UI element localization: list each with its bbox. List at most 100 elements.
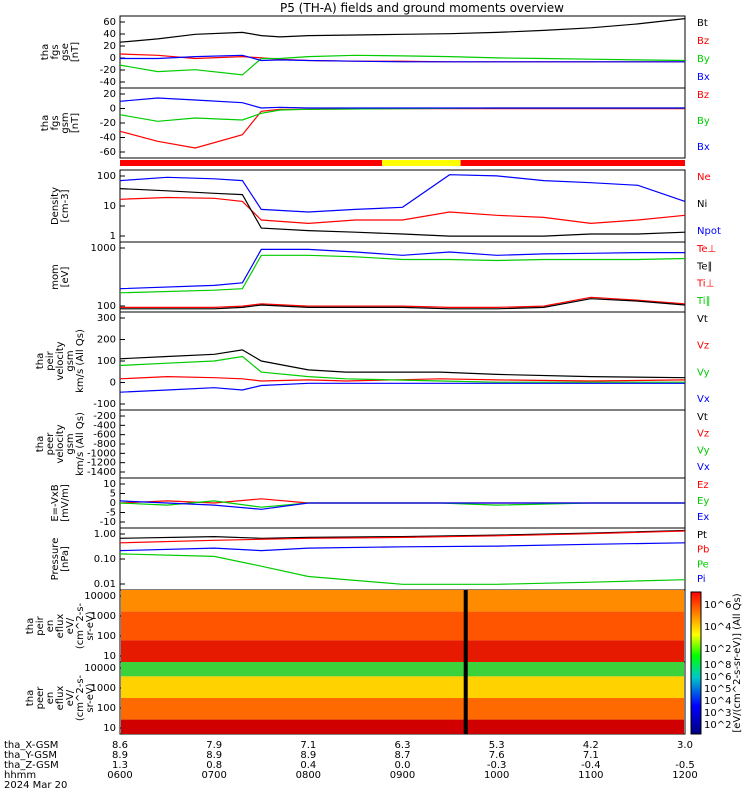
- series-line-Bx: [119, 97, 685, 109]
- y-tick-label: 1000: [91, 683, 116, 694]
- y-axis-label-line: velocity: [55, 424, 66, 463]
- y-tick-label: -800: [93, 439, 116, 450]
- y-tick-label: -400: [93, 420, 116, 431]
- y-axis-label-line: [cm-3]: [60, 189, 71, 222]
- spectrogram-band: [121, 719, 684, 734]
- series-line-Ti∥: [119, 254, 686, 294]
- y-axis-label-line: km/s (All Qs): [75, 329, 86, 393]
- y-tick-label: -1200: [87, 458, 116, 469]
- colorbar-tick-label: 10^2: [704, 720, 731, 731]
- ephemeris-row-label: hhmm: [4, 770, 36, 781]
- y-axis-label-line: tha: [35, 436, 46, 452]
- legend-entry: Ez: [697, 480, 709, 491]
- y-tick-label: 0: [110, 53, 116, 64]
- y-axis-label: tha peir en eflux eV/(cm^2-s-sr-eV): [25, 602, 96, 649]
- series-line-Ey: [119, 500, 685, 508]
- y-axis-label-line: eV/: [65, 689, 76, 706]
- spectrogram-band: [121, 662, 684, 677]
- y-axis-label-line: velocity: [55, 341, 66, 380]
- y-tick-label: 100: [97, 703, 116, 714]
- panel-frame: [119, 241, 686, 313]
- y-axis-label-line: tha: [25, 618, 36, 634]
- y-axis-label-line: tha: [40, 44, 51, 60]
- y-tick-label: 10: [103, 479, 116, 490]
- y-axis-label: mom [eV]: [50, 264, 71, 290]
- y-tick-label: 10: [103, 723, 116, 734]
- legend-entry: Bt: [697, 18, 708, 29]
- ephemeris-value: 4.2: [583, 740, 599, 751]
- series-line-Vz: [119, 375, 686, 382]
- legend-entry: Vz: [697, 341, 709, 352]
- y-tick-label: 0: [110, 498, 116, 509]
- ephemeris-value: 0.8: [206, 760, 222, 771]
- legend-entry: Te∥: [696, 261, 713, 272]
- y-axis-label: tha peir velocity gsm km/s (All Qs): [35, 329, 86, 393]
- ephemeris-value: 0800: [296, 770, 321, 781]
- colorbar-tick-label: 10^6: [704, 672, 731, 683]
- legend-entry: Bz: [697, 90, 709, 101]
- mode-bar-segment: [120, 160, 383, 166]
- colorbar-tick-label: 10^5: [704, 684, 731, 695]
- y-axis-label-line: peer: [35, 686, 46, 710]
- legend-entry: Vx: [697, 462, 710, 473]
- y-axis-label-line: tha: [40, 115, 51, 131]
- series-line-Bx: [120, 54, 685, 63]
- series-line-Npot: [119, 174, 686, 213]
- y-tick-label: 100: [97, 171, 116, 182]
- y-tick-label: 60: [103, 17, 116, 28]
- spectrogram-band: [121, 676, 684, 698]
- legend-entry: Ex: [697, 512, 709, 523]
- y-axis-label-line: eflux: [55, 614, 66, 639]
- y-axis-label-line: en: [45, 692, 56, 705]
- ephemeris-value: 1200: [672, 770, 697, 781]
- y-tick-label: -40: [100, 77, 116, 88]
- ephemeris-value: 8.6: [112, 740, 128, 751]
- colorbar-tick-label: 10^2: [704, 644, 731, 655]
- mode-bar-segment: [382, 160, 461, 166]
- y-axis-label-line: sr-eV): [85, 683, 96, 712]
- y-axis-label-line: mom: [50, 264, 61, 290]
- y-axis-label-line: peir: [35, 615, 46, 635]
- y-tick-label: 0.10: [94, 554, 116, 565]
- ephemeris-value: 5.3: [489, 740, 505, 751]
- series-line-Ni: [119, 188, 686, 237]
- y-axis-label-line: km/s (All Qs): [75, 412, 86, 476]
- legend-entry: Ti⊥: [696, 279, 714, 290]
- ephemeris-value: 0600: [107, 770, 132, 781]
- ephemeris-value: 8.9: [112, 750, 128, 761]
- spectrogram-gap: [463, 662, 468, 734]
- colorbar: [690, 591, 702, 735]
- y-tick-label: 100: [97, 301, 116, 312]
- legend-entry: Vt: [697, 412, 708, 423]
- series-line-Pi: [119, 542, 686, 552]
- y-axis-label: tha peer en eflux eV/(cm^2-s-sr-eV): [25, 674, 96, 721]
- y-axis-label-line: gsm: [65, 433, 76, 454]
- y-axis-label-line: [nT]: [70, 113, 81, 133]
- y-axis-label-line: gse: [60, 43, 71, 61]
- spectrogram-band: [121, 611, 684, 641]
- spectrogram-band: [121, 698, 684, 720]
- series-line-Bt: [119, 18, 686, 43]
- y-tick-label: 40: [103, 29, 116, 40]
- y-axis-label-line: tha: [35, 353, 46, 369]
- y-axis-label: Density [cm-3]: [50, 187, 71, 225]
- ephemeris-value: 1.3: [112, 760, 128, 771]
- colorbar-tick-label: 10^8: [704, 660, 731, 671]
- series-line-Pe: [119, 553, 686, 585]
- ephemeris-value: 6.3: [395, 740, 411, 751]
- legend-entry: Ti∥: [696, 296, 711, 307]
- legend-entry: Pt: [697, 530, 707, 541]
- series-line-Te⊥: [120, 296, 686, 308]
- ephemeris-value: 1000: [484, 770, 509, 781]
- series-line-Vx: [119, 382, 685, 393]
- y-axis-label-line: (cm^2-s-: [75, 674, 86, 721]
- y-tick-label: -40: [100, 133, 116, 144]
- y-tick-label: -100: [93, 399, 116, 410]
- legend-entry: Ne: [697, 172, 711, 183]
- y-axis-label-line: sr-eV): [85, 611, 96, 640]
- legend-entry: Ni: [697, 199, 707, 210]
- y-axis-label-line: fgs: [50, 115, 61, 130]
- mode-bar-segment: [460, 160, 685, 166]
- series-line-Ez: [119, 498, 685, 504]
- ephemeris-value: 8.9: [300, 750, 316, 761]
